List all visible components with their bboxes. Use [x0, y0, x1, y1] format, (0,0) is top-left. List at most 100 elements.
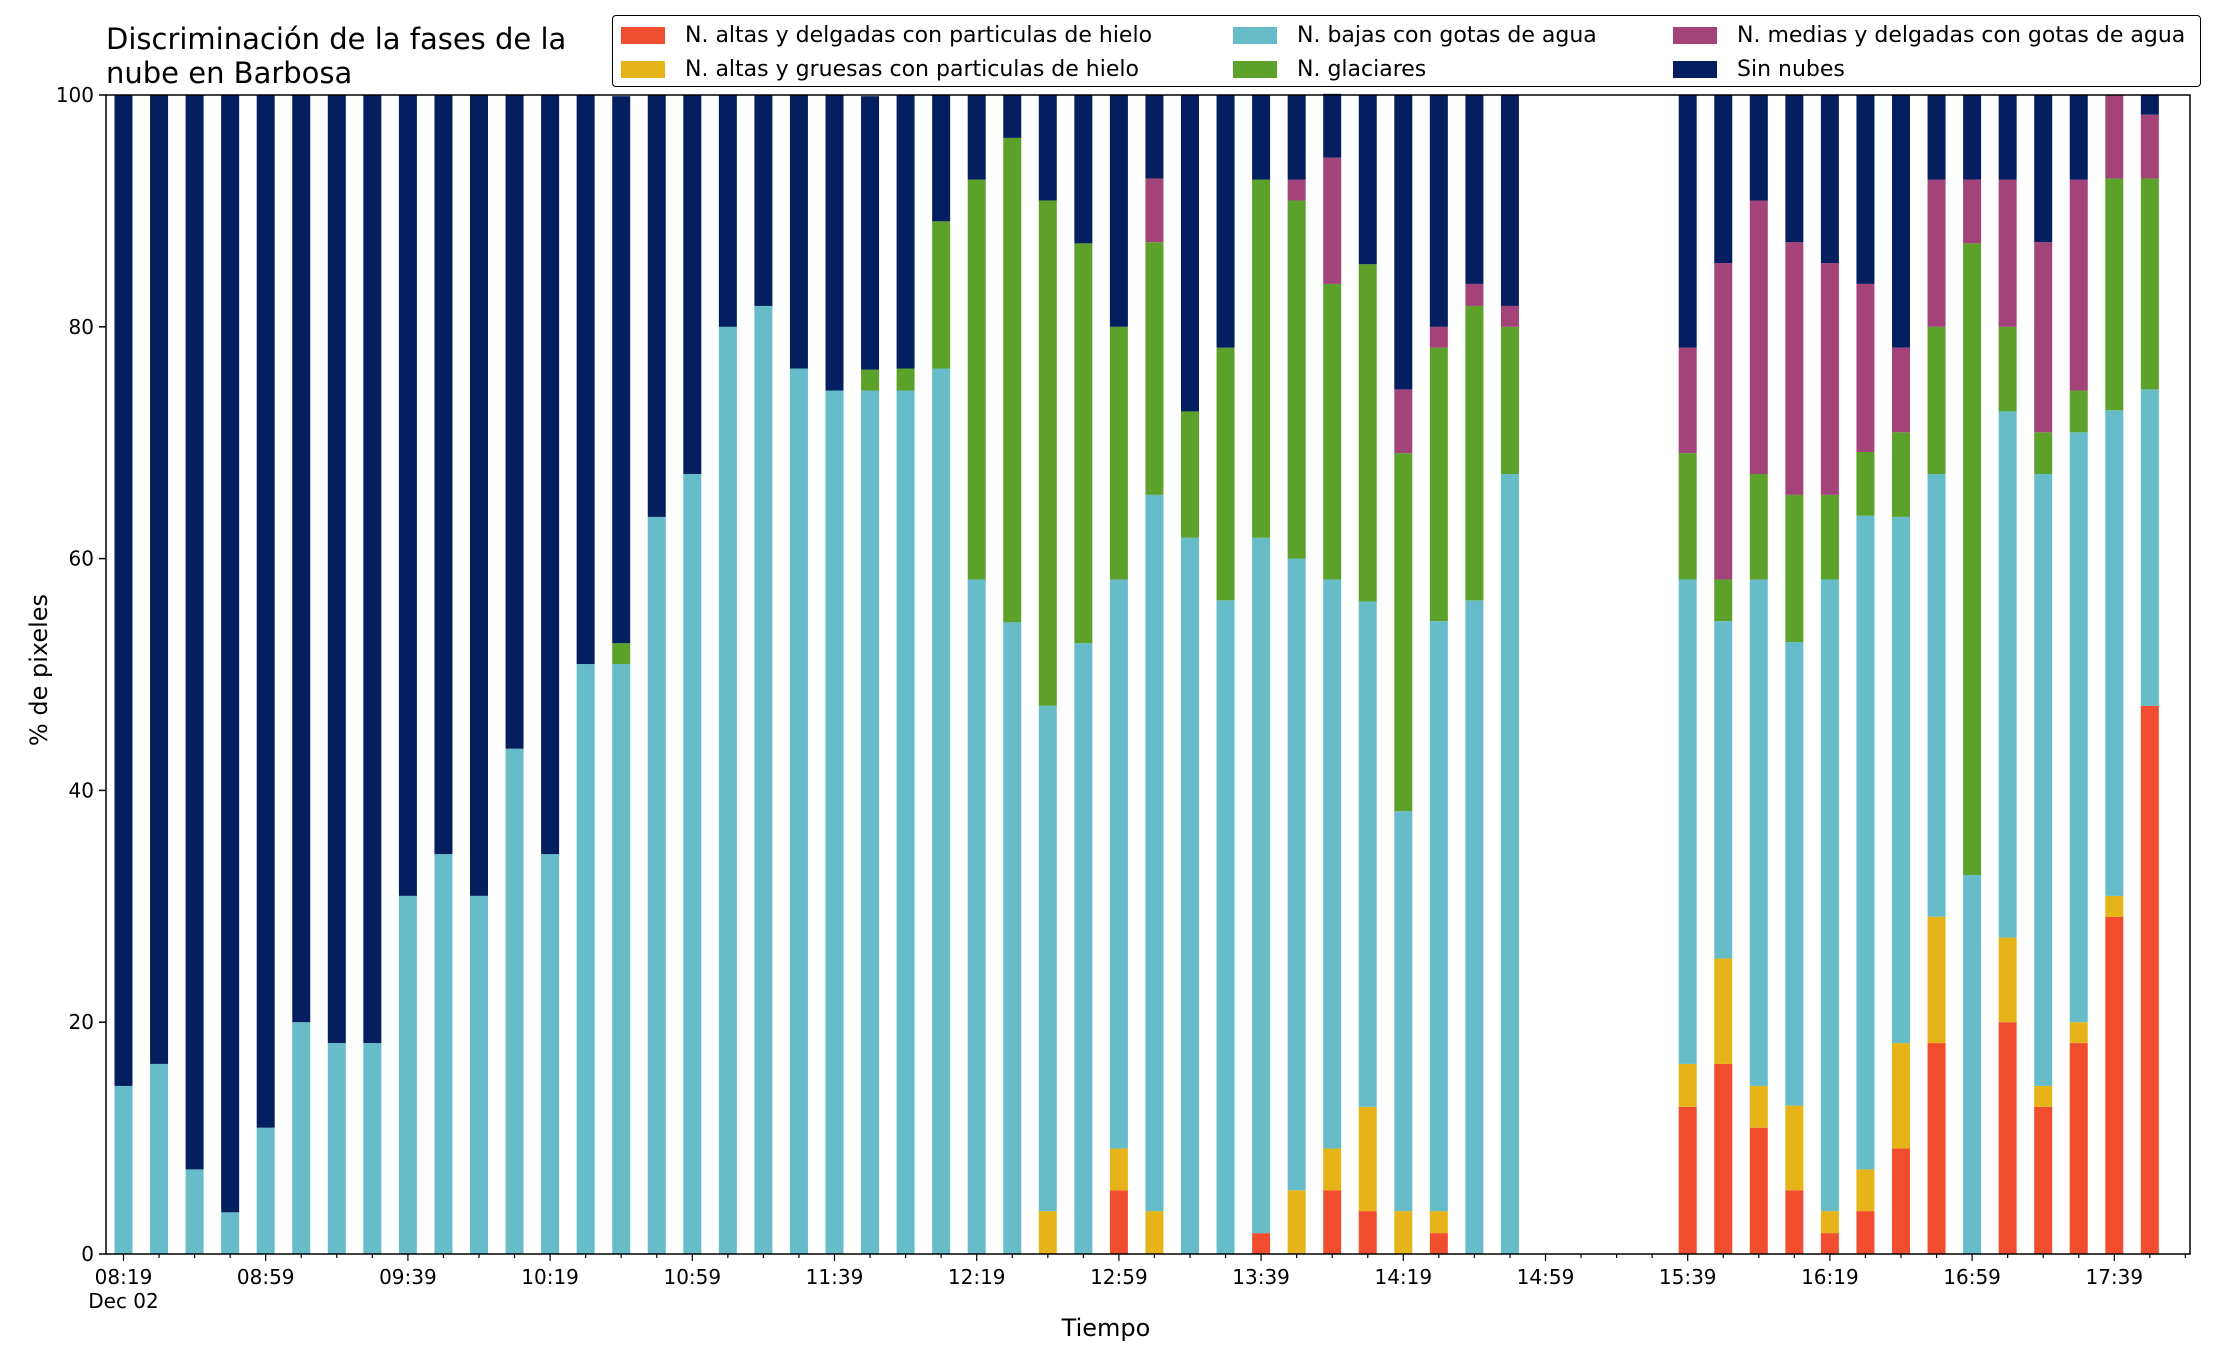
bar-segment: [1749, 579, 1768, 1086]
bar-segment: [1963, 875, 1982, 1254]
bar-segment: [1394, 95, 1413, 390]
bar-segment: [1998, 1022, 2017, 1254]
bar-segment: [1820, 1211, 1839, 1234]
bar-segment: [256, 95, 275, 1128]
bar-segment: [1358, 1211, 1377, 1254]
bar-segment: [1252, 1233, 1271, 1254]
bar-segment: [896, 390, 915, 1254]
bar-segment: [1465, 95, 1484, 284]
bar-segment: [185, 95, 204, 1170]
bar-segment: [1358, 1106, 1377, 1212]
bar-segment: [683, 473, 702, 1254]
legend-item: N. glaciares: [1233, 52, 1426, 86]
bar-segment: [718, 95, 737, 327]
bar-segment: [1145, 494, 1164, 1212]
bar-segment: [1820, 494, 1839, 580]
bar-segment: [932, 95, 951, 222]
bar-segment: [1500, 473, 1519, 1254]
x-tick-date-label: Dec 02: [88, 1289, 159, 1313]
bar-segment: [1074, 95, 1093, 244]
bar-segment: [2034, 242, 2053, 433]
bar-segment: [1181, 537, 1199, 1254]
bar-segment: [1927, 916, 1946, 1044]
bar-segment: [1892, 347, 1910, 433]
bar-segment: [1927, 1043, 1946, 1254]
legend-label: N. altas y gruesas con particulas de hie…: [685, 56, 1139, 82]
bar-segment: [1749, 95, 1768, 201]
plot-area-frame: [105, 94, 2191, 1255]
bar-segment: [1714, 263, 1733, 580]
bar-segment: [1003, 95, 1022, 138]
bar-segment: [1109, 326, 1128, 580]
bar-segment: [2069, 432, 2088, 1023]
bar-segment: [221, 95, 240, 1213]
bar-segment: [1109, 1190, 1128, 1254]
bar-segment: [647, 95, 666, 517]
bar-segment: [576, 95, 595, 665]
bar-segment: [1927, 326, 1946, 474]
bar-segment: [434, 95, 453, 855]
legend-item: N. altas y gruesas con particulas de hie…: [621, 52, 1139, 86]
bar-segment: [1465, 283, 1484, 306]
bar-segment: [1892, 432, 1910, 517]
bar-segment: [1429, 347, 1448, 622]
bar-segment: [2069, 1043, 2088, 1254]
bar-segment: [1927, 179, 1946, 327]
legend-swatch: [621, 60, 665, 78]
bar-segment: [932, 221, 951, 369]
bar-segment: [647, 516, 666, 1254]
legend-swatch: [621, 26, 665, 44]
chart-title: Discriminación de la fases de la nube en…: [106, 22, 567, 90]
bar-segment: [789, 368, 808, 1254]
x-axis: 08:19 08:59 09:39 10:19 10:59 11:39 12:19 12:59…: [88, 1254, 2186, 1313]
x-tick-label: 14:19: [1374, 1265, 1432, 1289]
bar-segment: [1678, 1063, 1697, 1107]
bar-segment: [1927, 95, 1946, 180]
y-tick-label: 0: [81, 1242, 94, 1266]
bar-segment: [718, 326, 737, 1254]
bar-segment: [1500, 305, 1519, 327]
y-tick-label: 100: [56, 83, 94, 107]
bar-segment: [1074, 243, 1093, 644]
bar-segment: [2069, 1022, 2088, 1044]
bar-segment: [896, 95, 915, 369]
legend-label: N. glaciares: [1297, 56, 1427, 82]
bar-segment: [1678, 579, 1697, 1064]
bar-segment: [789, 95, 808, 369]
bar-segment: [1856, 515, 1875, 1170]
bar-segment: [1714, 1063, 1733, 1254]
bar-segment: [2140, 114, 2159, 179]
bar-segment: [1963, 179, 1982, 244]
bar-segment: [398, 895, 417, 1254]
bar-segment: [2034, 1106, 2053, 1254]
bar-segment: [1820, 95, 1839, 264]
bar-segment: [1003, 137, 1022, 623]
bar-segment: [1714, 95, 1733, 264]
bar-segment: [1678, 1106, 1697, 1254]
bar-segment: [1678, 453, 1697, 580]
bar-segment: [1287, 179, 1306, 201]
bar-segment: [1216, 95, 1235, 348]
bar-segment: [1856, 1169, 1875, 1212]
x-tick-label: 08:59: [237, 1265, 295, 1289]
bars-layer: [114, 93, 2159, 1254]
bar-segment: [2069, 179, 2088, 391]
bar-segment: [1678, 347, 1697, 454]
bar-segment: [1145, 178, 1164, 243]
bar-segment: [1038, 95, 1057, 201]
bar-segment: [2105, 410, 2124, 896]
bar-segment: [1181, 411, 1199, 538]
bar-segment: [470, 895, 488, 1254]
bar-segment: [1287, 200, 1306, 559]
bar-segment: [541, 95, 560, 855]
bar-segment: [861, 369, 880, 391]
bar-segment: [1749, 1127, 1768, 1254]
bar-segment: [1323, 1148, 1342, 1191]
legend-item: N. altas y delgadas con particulas de hi…: [621, 18, 1152, 52]
bar-segment: [150, 1063, 169, 1254]
bar-segment: [2140, 705, 2159, 1254]
bar-segment: [1820, 1233, 1839, 1254]
bar-segment: [185, 1169, 204, 1254]
bar-segment: [1678, 95, 1697, 348]
bar-segment: [1109, 579, 1128, 1149]
